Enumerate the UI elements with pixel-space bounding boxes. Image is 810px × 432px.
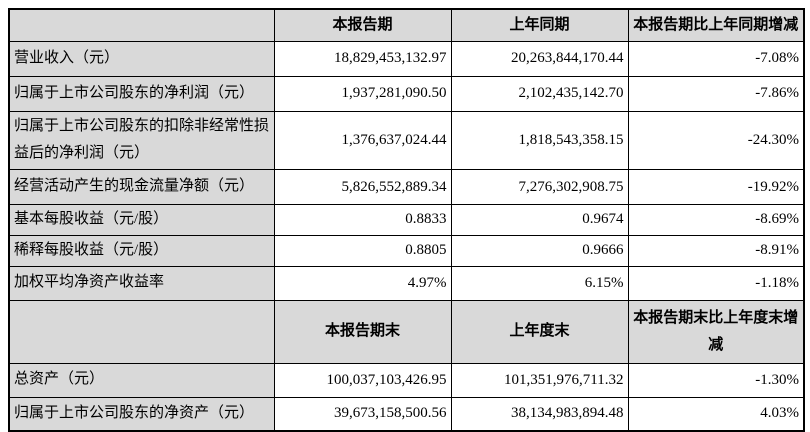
prior-value: 2,102,435,142.70 (450, 75, 629, 112)
row-label: 加权平均净资产收益率 (8, 265, 275, 301)
table-row: 归属于上市公司股东的净利润（元） 1,937,281,090.50 2,102,… (8, 75, 805, 112)
header-empty (8, 8, 275, 42)
row-label: 归属于上市公司股东的净资产（元） (8, 396, 275, 432)
current-value: 0.8833 (273, 204, 452, 236)
change-value: -19.92% (627, 169, 805, 205)
table-row: 归属于上市公司股东的净资产（元） 39,673,158,500.56 38,13… (8, 396, 805, 432)
period-end-header-row: 本报告期末 上年度末 本报告期末比上年度末增减 (8, 299, 805, 364)
table-row: 营业收入（元） 18,829,453,132.97 20,263,844,170… (8, 40, 805, 77)
change-value: -8.69% (627, 204, 805, 236)
row-label: 基本每股收益（元/股） (8, 204, 275, 236)
prior-value: 101,351,976,711.32 (450, 362, 629, 398)
header-current-period-end: 本报告期末 (273, 299, 452, 364)
table-row: 基本每股收益（元/股） 0.8833 0.9674 -8.69% (8, 204, 805, 236)
row-label: 经营活动产生的现金流量净额（元） (8, 169, 275, 205)
header-period-change: 本报告期比上年同期增减 (627, 8, 805, 42)
header-prior-period: 上年同期 (450, 8, 629, 42)
prior-value: 6.15% (450, 265, 629, 301)
prior-value: 0.9666 (450, 234, 629, 267)
table-row: 稀释每股收益（元/股） 0.8805 0.9666 -8.91% (8, 234, 805, 267)
current-value: 1,937,281,090.50 (273, 75, 452, 112)
current-value: 0.8805 (273, 234, 452, 267)
current-value: 5,826,552,889.34 (273, 169, 452, 205)
prior-value: 7,276,302,908.75 (450, 169, 629, 205)
prior-value: 0.9674 (450, 204, 629, 236)
current-value: 18,829,453,132.97 (273, 40, 452, 77)
header-current-period: 本报告期 (273, 8, 452, 42)
row-label: 营业收入（元） (8, 40, 275, 77)
current-value: 4.97% (273, 265, 452, 301)
table-row: 归属于上市公司股东的扣除非经常性损益后的净利润（元） 1,376,637,024… (8, 110, 805, 170)
current-value: 100,037,103,426.95 (273, 362, 452, 398)
change-value: -1.30% (627, 362, 805, 398)
row-label: 稀释每股收益（元/股） (8, 234, 275, 267)
table-row: 总资产（元） 100,037,103,426.95 101,351,976,71… (8, 362, 805, 398)
header-empty-2 (8, 299, 275, 364)
period-header-row: 本报告期 上年同期 本报告期比上年同期增减 (8, 8, 805, 42)
financial-summary-table: 本报告期 上年同期 本报告期比上年同期增减 营业收入（元） 18,829,453… (8, 8, 805, 432)
row-label: 归属于上市公司股东的净利润（元） (8, 75, 275, 112)
row-label: 归属于上市公司股东的扣除非经常性损益后的净利润（元） (8, 110, 275, 170)
prior-value: 20,263,844,170.44 (450, 40, 629, 77)
row-label: 总资产（元） (8, 362, 275, 398)
change-value: -8.91% (627, 234, 805, 267)
prior-value: 38,134,983,894.48 (450, 396, 629, 432)
current-value: 1,376,637,024.44 (273, 110, 452, 170)
table-row: 加权平均净资产收益率 4.97% 6.15% -1.18% (8, 265, 805, 301)
change-value: -7.86% (627, 75, 805, 112)
table-row: 经营活动产生的现金流量净额（元） 5,826,552,889.34 7,276,… (8, 169, 805, 205)
change-value: -1.18% (627, 265, 805, 301)
prior-value: 1,818,543,358.15 (450, 110, 629, 170)
change-value: -7.08% (627, 40, 805, 77)
current-value: 39,673,158,500.56 (273, 396, 452, 432)
header-prior-year-end: 上年度末 (450, 299, 629, 364)
header-period-end-change: 本报告期末比上年度末增减 (627, 299, 805, 364)
change-value: -24.30% (627, 110, 805, 170)
change-value: 4.03% (627, 396, 805, 432)
